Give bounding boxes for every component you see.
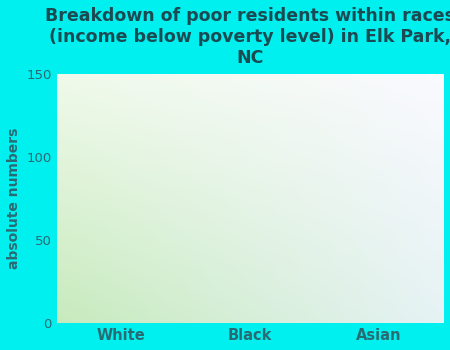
Title: Breakdown of poor residents within races
(income below poverty level) in Elk Par: Breakdown of poor residents within races…: [45, 7, 450, 66]
Bar: [92, 128, 150, 323]
Text: City-Data.com: City-Data.com: [320, 117, 404, 130]
Text: ⓘ: ⓘ: [292, 117, 300, 130]
Y-axis label: absolute numbers: absolute numbers: [7, 128, 21, 269]
Bar: [350, 318, 408, 323]
